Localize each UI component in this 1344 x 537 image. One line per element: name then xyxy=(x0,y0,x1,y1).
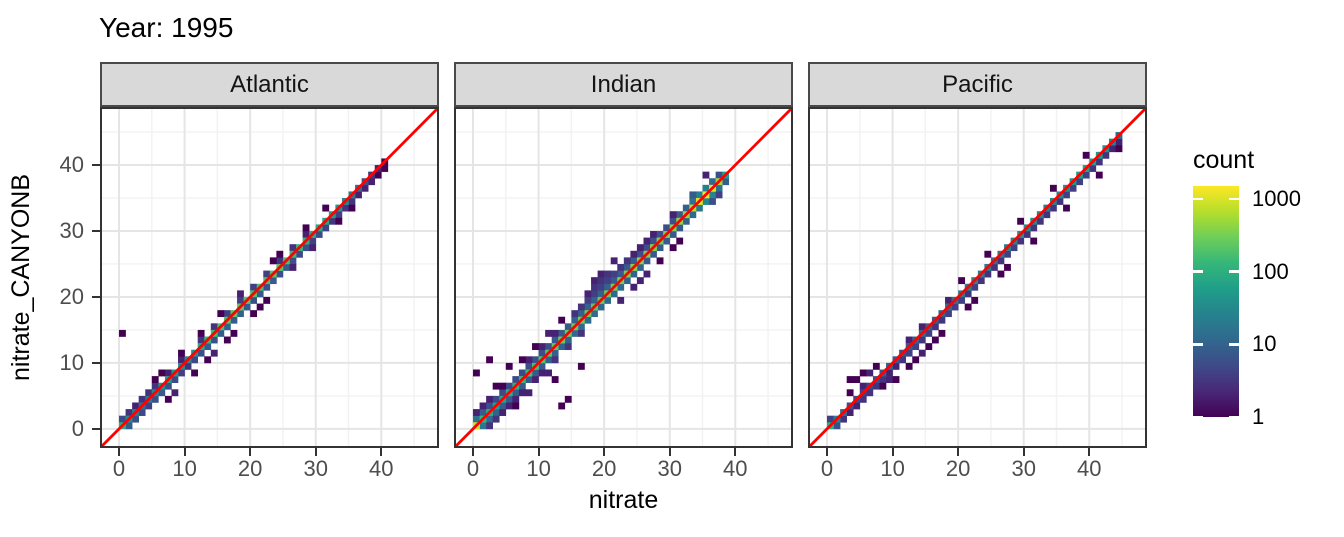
y-axis-tick-mark xyxy=(92,164,100,167)
x-axis-tick-mark xyxy=(603,448,606,456)
facet-strip-indian: Indian xyxy=(454,62,793,107)
y-axis-tick-label: 30 xyxy=(59,218,84,243)
y-axis-tick-label: 0 xyxy=(71,415,84,441)
colorbar-tick xyxy=(1229,343,1239,346)
plot-title: Year: 1995 xyxy=(99,12,234,43)
colorbar-tick xyxy=(1193,343,1203,346)
x-axis-tick-label: 30 xyxy=(303,456,328,481)
x-axis-tick-label: 30 xyxy=(657,456,682,481)
x-axis-tick-label: 0 xyxy=(820,456,834,481)
colorbar-tick-label: 1 xyxy=(1252,404,1265,429)
y-axis-tick-mark xyxy=(92,361,100,364)
x-axis-tick-label: 40 xyxy=(1077,456,1102,481)
x-axis-tick-label: 20 xyxy=(945,456,971,481)
facet-panel-atlantic xyxy=(100,107,439,448)
colorbar-tick xyxy=(1229,270,1239,273)
y-axis-tick-label: 20 xyxy=(59,283,84,309)
colorbar-tick-label: 1000 xyxy=(1252,185,1301,211)
x-axis-tick-label: 0 xyxy=(466,456,480,481)
colorbar-tick xyxy=(1193,415,1203,419)
y-axis-title-text: nitrate_CANYONB xyxy=(7,173,36,382)
x-axis-tick-mark xyxy=(380,448,383,456)
x-axis-tick-mark xyxy=(118,448,120,456)
x-axis-tick-mark xyxy=(826,448,828,456)
facet-strip-label: Atlantic xyxy=(230,70,309,98)
y-axis-title: nitrate_CANYONB xyxy=(0,107,44,448)
facet-strip-label: Pacific xyxy=(942,70,1013,98)
facet-pacific: Pacific xyxy=(808,62,1147,448)
x-axis-tick-label: 20 xyxy=(237,456,263,481)
panel-border xyxy=(808,107,1147,448)
x-axis-tick-mark xyxy=(891,448,894,456)
x-axis-tick-mark xyxy=(668,448,671,456)
identity-line xyxy=(100,107,439,448)
colorbar-tick-label: 10 xyxy=(1252,331,1277,357)
x-axis-tick-label: 40 xyxy=(723,456,748,481)
colorbar-tick xyxy=(1193,270,1203,273)
colorbar-tick xyxy=(1229,197,1239,201)
identity-line xyxy=(454,107,793,448)
x-axis-tick-label: 40 xyxy=(369,456,394,481)
facet-panel-indian xyxy=(454,107,793,448)
x-axis-tick-label: 10 xyxy=(172,456,197,481)
x-axis-tick-mark xyxy=(1022,448,1025,456)
y-axis-tick-label: 40 xyxy=(59,152,84,178)
x-axis-tick-label: 30 xyxy=(1011,456,1036,481)
gridlines xyxy=(100,107,439,448)
x-axis-title: nitrate xyxy=(588,486,659,514)
x-axis-tick-mark xyxy=(537,448,540,456)
y-axis-tick-mark xyxy=(92,295,100,298)
x-axis-tick-mark xyxy=(249,448,252,456)
facet-strip-label: Indian xyxy=(590,70,657,98)
x-axis-tick-mark xyxy=(314,448,317,456)
y-axis-tick-mark xyxy=(92,427,100,430)
x-axis-tick-mark xyxy=(734,448,737,456)
x-axis-tick-mark xyxy=(472,448,474,456)
colorbar-tick-label: 100 xyxy=(1252,258,1289,284)
legend-colorbar xyxy=(1193,186,1239,417)
y-axis-tick-label: 10 xyxy=(59,349,84,375)
colorbar-tick xyxy=(1193,197,1203,201)
x-axis-tick-mark xyxy=(183,448,186,456)
x-axis-tick-label: 20 xyxy=(591,456,617,481)
facet-strip-atlantic: Atlantic xyxy=(100,62,439,107)
panel-border xyxy=(100,107,439,448)
x-axis-tick-label: 10 xyxy=(880,456,905,481)
panel-canvas-pacific xyxy=(808,107,1147,448)
facet-indian: Indian xyxy=(454,62,793,448)
panel-canvas-indian xyxy=(454,107,793,448)
x-axis-tick-label: 0 xyxy=(112,456,126,481)
identity-line xyxy=(808,107,1147,448)
x-axis-tick-label: 10 xyxy=(526,456,551,481)
facet-atlantic: Atlantic xyxy=(100,62,439,448)
facet-strip-pacific: Pacific xyxy=(808,62,1147,107)
colorbar-tick xyxy=(1229,415,1239,419)
x-axis-tick-mark xyxy=(957,448,960,456)
legend-title: count xyxy=(1193,146,1255,174)
facet-panel-pacific xyxy=(808,107,1147,448)
panel-canvas-atlantic xyxy=(100,107,439,448)
y-axis-tick-mark xyxy=(92,230,100,232)
x-axis-tick-mark xyxy=(1088,448,1091,456)
gridlines xyxy=(808,107,1147,448)
panel-border xyxy=(454,107,793,448)
